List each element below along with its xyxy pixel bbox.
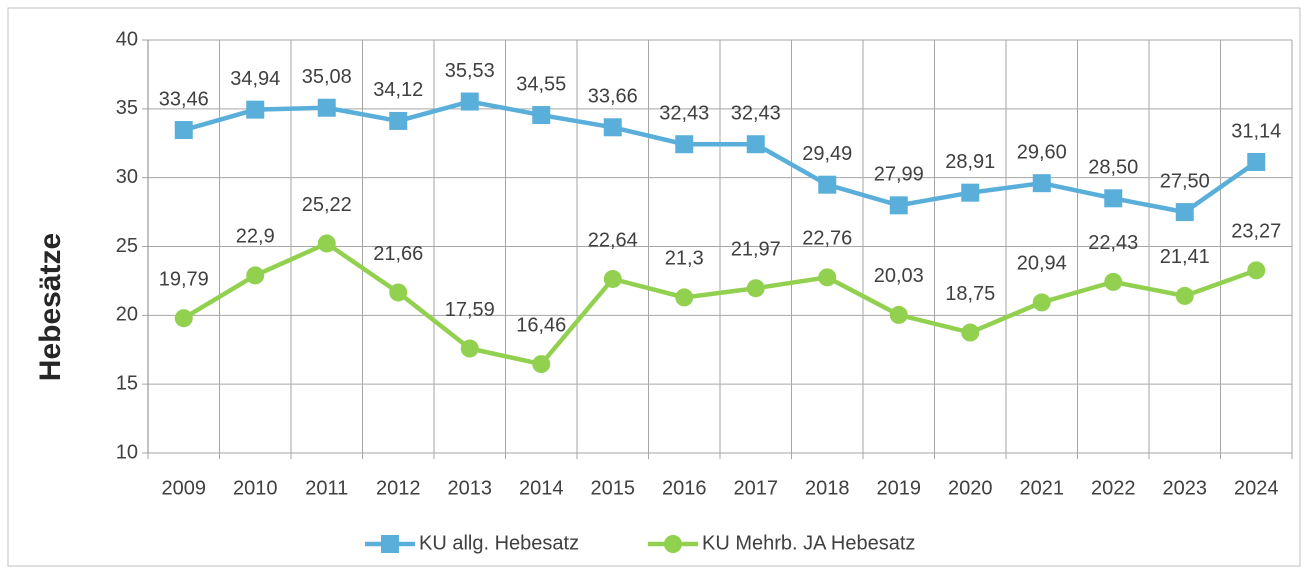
legend-label: KU allg. Hebesatz — [419, 532, 579, 554]
data-point — [1175, 203, 1194, 222]
data-label: 17,59 — [445, 299, 495, 321]
data-label: 34,94 — [230, 68, 280, 90]
x-tick-label: 2017 — [734, 477, 779, 499]
y-tick-label: 30 — [116, 166, 138, 188]
data-point — [1104, 189, 1123, 208]
data-label: 19,79 — [159, 269, 209, 291]
data-label: 18,75 — [945, 283, 995, 305]
data-point — [1032, 174, 1051, 193]
x-tick-label: 2015 — [591, 477, 636, 499]
data-label: 27,50 — [1160, 170, 1210, 192]
data-point — [889, 196, 908, 215]
data-label: 25,22 — [302, 194, 352, 216]
data-point — [246, 100, 265, 119]
data-label: 22,76 — [802, 228, 852, 250]
data-label: 29,60 — [1017, 141, 1067, 163]
data-point — [317, 98, 336, 117]
data-point — [532, 355, 551, 374]
data-point — [818, 175, 837, 194]
data-label: 21,66 — [373, 243, 423, 265]
data-label: 20,94 — [1017, 253, 1067, 275]
data-label: 21,41 — [1160, 246, 1210, 268]
x-tick-label: 2012 — [376, 477, 421, 499]
data-label: 31,14 — [1231, 120, 1281, 142]
data-point — [1247, 152, 1266, 171]
series-line — [182, 240, 1258, 367]
legend-marker — [664, 535, 682, 553]
data-point — [389, 283, 408, 302]
y-tick-label: 40 — [116, 28, 138, 50]
x-tick-label: 2009 — [162, 477, 207, 499]
data-label: 28,50 — [1088, 157, 1138, 179]
data-point — [1032, 293, 1051, 312]
x-tick-label: 2014 — [519, 477, 564, 499]
series-line — [183, 99, 1258, 215]
legend-marker — [381, 535, 399, 553]
x-tick-label: 2024 — [1234, 477, 1279, 499]
data-label: 20,03 — [874, 265, 924, 287]
data-label: 34,55 — [516, 73, 566, 95]
y-tick-label: 20 — [116, 304, 138, 326]
data-point — [1104, 272, 1123, 291]
chart-border — [7, 7, 1301, 567]
data-label: 32,43 — [731, 102, 781, 124]
data-label: 16,46 — [516, 314, 566, 336]
y-axis-label: Hebesätze — [34, 233, 67, 381]
data-point — [532, 106, 551, 125]
x-tick-label: 2013 — [448, 477, 493, 499]
data-label: 23,27 — [1231, 221, 1281, 243]
data-point — [317, 234, 336, 253]
data-point — [889, 305, 908, 324]
x-tick-label: 2010 — [233, 477, 278, 499]
data-point — [746, 279, 765, 298]
data-point — [675, 288, 694, 307]
data-label: 35,53 — [445, 60, 495, 82]
x-tick-label: 2023 — [1163, 477, 1208, 499]
data-label: 22,43 — [1088, 232, 1138, 254]
data-point — [675, 135, 694, 154]
data-label: 27,99 — [874, 164, 924, 186]
x-tick-label: 2018 — [805, 477, 850, 499]
data-point — [460, 92, 479, 111]
x-tick-label: 2021 — [1020, 477, 1065, 499]
data-point — [174, 309, 193, 328]
data-point — [389, 111, 408, 130]
data-point — [746, 135, 765, 154]
data-label: 28,91 — [945, 151, 995, 173]
data-point — [1247, 261, 1266, 280]
data-label: 33,46 — [159, 88, 209, 110]
x-tick-label: 2016 — [662, 477, 707, 499]
data-label: 32,43 — [659, 102, 709, 124]
data-label: 22,64 — [588, 229, 638, 251]
data-point — [460, 339, 479, 358]
x-tick-label: 2022 — [1091, 477, 1136, 499]
y-tick-label: 35 — [116, 97, 138, 119]
data-point — [1175, 286, 1194, 305]
y-tick-label: 15 — [116, 372, 138, 394]
data-point — [246, 266, 265, 285]
data-label: 22,9 — [236, 226, 275, 248]
y-tick-label: 25 — [116, 235, 138, 257]
data-label: 21,3 — [665, 248, 704, 270]
x-tick-label: 2011 — [305, 477, 348, 499]
x-tick-label: 2020 — [948, 477, 993, 499]
x-tick-label: 2019 — [877, 477, 922, 499]
data-label: 35,08 — [302, 66, 352, 88]
data-point — [818, 268, 837, 287]
data-point — [961, 323, 980, 342]
data-point — [603, 269, 622, 288]
data-label: 34,12 — [373, 79, 423, 101]
legend-label: KU Mehrb. JA Hebesatz — [702, 532, 915, 554]
y-tick-label: 10 — [116, 441, 138, 463]
data-label: 21,97 — [731, 238, 781, 260]
data-label: 33,66 — [588, 86, 638, 108]
data-point — [603, 118, 622, 137]
data-point — [174, 121, 193, 140]
data-label: 29,49 — [802, 143, 852, 165]
data-point — [961, 183, 980, 202]
